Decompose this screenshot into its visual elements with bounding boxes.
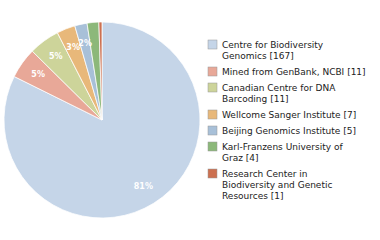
legend-label: Karl-Franzens University ofGraz [4] — [222, 142, 343, 163]
legend-swatch — [208, 126, 217, 135]
data-label: 81% — [134, 182, 153, 191]
legend-item: Research Center inBiodiversity and Genet… — [208, 169, 332, 201]
pie — [4, 22, 200, 218]
legend: Centre for BiodiversityGenomics [167] Min… — [208, 40, 366, 201]
legend-label: Centre for BiodiversityGenomics [167] — [222, 40, 324, 61]
legend-swatch — [208, 67, 217, 76]
legend-swatch — [208, 142, 217, 151]
legend-swatch — [208, 110, 217, 119]
legend-item: Wellcome Sanger Institute [7] — [208, 110, 356, 120]
legend-item: Mined from GenBank, NCBI [11] — [208, 67, 366, 77]
legend-item: Karl-Franzens University ofGraz [4] — [208, 142, 343, 163]
slice — [87, 22, 102, 120]
data-label: 2% — [78, 39, 92, 48]
legend-swatch — [208, 40, 217, 49]
data-label: 5% — [31, 70, 45, 79]
data-label: 5% — [49, 52, 63, 61]
chart: 81%5%5%3%2%Centre for BiodiversityGenomi… — [0, 0, 380, 240]
legend-item: Beijing Genomics Institute [5] — [208, 126, 356, 136]
legend-item: Centre for BiodiversityGenomics [167] — [208, 40, 324, 61]
data-labels: 81%5%5%3%2% — [31, 39, 153, 191]
slice — [4, 22, 200, 218]
legend-swatch — [208, 169, 217, 178]
legend-label: Research Center inBiodiversity and Genet… — [222, 169, 332, 201]
legend-item: Canadian Centre for DNABarcoding [11] — [208, 83, 336, 104]
legend-label: Canadian Centre for DNABarcoding [11] — [222, 83, 336, 104]
legend-swatch — [208, 83, 217, 92]
legend-label: Mined from GenBank, NCBI [11] — [222, 67, 366, 77]
legend-label: Wellcome Sanger Institute [7] — [222, 110, 356, 120]
legend-label: Beijing Genomics Institute [5] — [222, 126, 356, 136]
slice — [99, 22, 102, 120]
